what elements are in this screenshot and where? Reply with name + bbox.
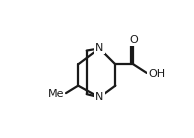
Text: N: N [95,43,104,53]
Text: Me: Me [48,89,64,99]
Text: OH: OH [148,69,165,79]
Text: N: N [95,92,104,102]
Text: O: O [129,35,138,45]
